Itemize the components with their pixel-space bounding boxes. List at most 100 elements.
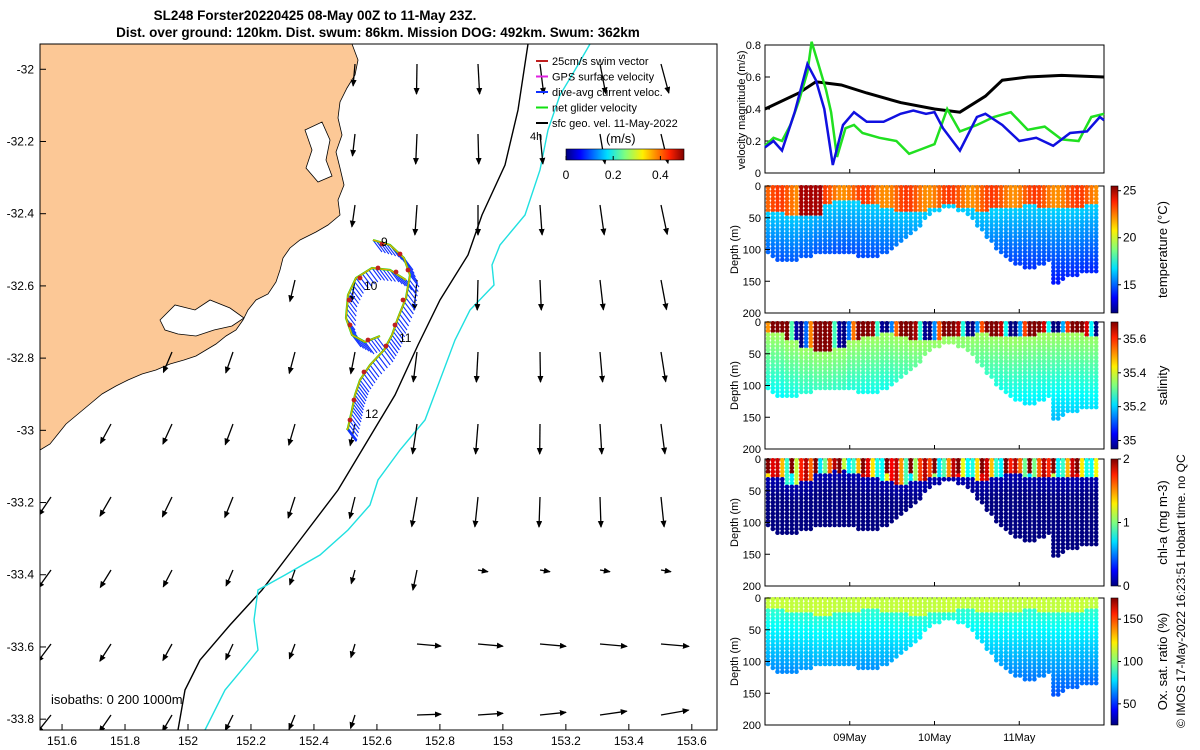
profile-sample-dot bbox=[813, 324, 818, 330]
profile-sample-dot bbox=[1027, 515, 1032, 520]
profile-sample-dot bbox=[1046, 518, 1051, 524]
profile-sample-dot bbox=[827, 473, 833, 478]
profile-sample-dot bbox=[789, 192, 795, 198]
geostrophic-arrow bbox=[350, 133, 357, 157]
profile-sample-dot bbox=[1032, 355, 1037, 360]
profile-sample-dot bbox=[818, 484, 823, 490]
profile-sample-dot bbox=[765, 359, 771, 364]
profile-sample-dot bbox=[813, 185, 818, 190]
profile-sample-dot bbox=[908, 196, 913, 201]
profile-sample-dot bbox=[941, 321, 947, 326]
track-day-label-9: 9 bbox=[381, 235, 388, 249]
profile-sample-dot bbox=[770, 245, 776, 251]
profile-sample-dot bbox=[780, 219, 785, 224]
profile-sample-dot bbox=[970, 461, 975, 467]
profile-sample-dot bbox=[1027, 343, 1032, 349]
profile-sample-dot bbox=[1036, 230, 1042, 236]
profile-sample-dot bbox=[803, 343, 809, 349]
profile-sample-dot bbox=[1013, 503, 1018, 509]
profile-sample-dot bbox=[1036, 321, 1042, 326]
profile-sample-dot bbox=[841, 616, 847, 621]
profile-sample-dot bbox=[770, 496, 776, 501]
profile-sample-dot bbox=[1046, 389, 1051, 395]
profile-sample-dot bbox=[994, 238, 999, 243]
profile-sample-dot bbox=[822, 488, 828, 494]
profile-sample-dot bbox=[837, 370, 842, 376]
profile-sample-dot bbox=[841, 488, 847, 494]
profile-sample-dot bbox=[1027, 242, 1032, 247]
profile-sample-dot bbox=[870, 492, 875, 497]
profile-sample-dot bbox=[1051, 619, 1056, 625]
profile-sample-dot bbox=[1070, 249, 1075, 255]
profile-sample-dot bbox=[851, 359, 856, 364]
profile-sample-dot bbox=[818, 351, 823, 357]
profile-sample-dot bbox=[841, 492, 847, 497]
profile-sample-dot bbox=[979, 192, 985, 198]
profile-sample-dot bbox=[875, 526, 880, 532]
profile-sample-dot bbox=[780, 522, 785, 528]
profile-sample-dot bbox=[1084, 192, 1089, 198]
profile-sample-dot bbox=[884, 515, 890, 520]
profile-sample-dot bbox=[1008, 492, 1013, 497]
profile-sample-dot bbox=[789, 597, 795, 602]
geostrophic-arrow bbox=[99, 643, 112, 662]
profile-sample-dot bbox=[813, 385, 818, 391]
profile-sample-dot bbox=[832, 619, 837, 625]
profile-sample-dot bbox=[813, 616, 818, 621]
profile-sample-dot bbox=[970, 332, 975, 338]
profile-sample-dot bbox=[808, 347, 814, 353]
profile-sample-dot bbox=[846, 362, 852, 368]
profile-sample-dot bbox=[1036, 257, 1042, 263]
profile-sample-dot bbox=[851, 238, 856, 243]
profile-sample-dot bbox=[998, 343, 1004, 349]
profile-sample-dot bbox=[994, 619, 999, 625]
profile-sample-dot bbox=[1003, 654, 1009, 659]
profile-sample-dot bbox=[789, 458, 795, 463]
profile-sample-dot bbox=[1074, 503, 1080, 509]
profile-sample-dot bbox=[1074, 473, 1080, 478]
profile-sample-dot bbox=[975, 192, 980, 198]
profile-sample-dot bbox=[765, 511, 771, 516]
profile-sample-dot bbox=[879, 223, 885, 228]
profile-sample-dot bbox=[1036, 642, 1042, 648]
profile-sample-dot bbox=[822, 661, 828, 667]
profile-sample-dot bbox=[1084, 234, 1089, 240]
profile-sample-dot bbox=[994, 343, 999, 349]
profile-sample-dot bbox=[818, 518, 823, 524]
profile-sample-dot bbox=[941, 204, 947, 209]
dive-avg-current-vector bbox=[357, 385, 368, 399]
profile-sample-dot bbox=[908, 631, 913, 636]
profile-sample-dot bbox=[775, 608, 780, 613]
profile-sample-dot bbox=[770, 192, 776, 198]
profile-sample-dot bbox=[818, 650, 823, 655]
profile-sample-dot bbox=[1060, 321, 1066, 326]
profile-sample-dot bbox=[1003, 619, 1009, 625]
profile-sample-dot bbox=[808, 351, 814, 357]
profile-sample-dot bbox=[860, 200, 866, 205]
profile-sample-dot bbox=[770, 385, 776, 391]
profile-sample-dot bbox=[941, 332, 947, 338]
profile-sample-dot bbox=[1036, 518, 1042, 524]
profile-sample-dot bbox=[998, 646, 1004, 652]
profile-sample-dot bbox=[908, 616, 913, 621]
profile-sample-dot bbox=[937, 600, 942, 606]
profile-sample-dot bbox=[984, 503, 990, 509]
profile-sample-dot bbox=[1036, 673, 1042, 678]
profile-sample-dot bbox=[975, 612, 980, 617]
profile-sample-dot bbox=[1046, 355, 1051, 360]
profile-sample-dot bbox=[998, 661, 1004, 667]
profile-sample-dot bbox=[1032, 257, 1037, 263]
profile-sample-dot bbox=[1093, 401, 1099, 406]
profile-sample-dot bbox=[851, 600, 856, 606]
profile-sample-dot bbox=[770, 623, 776, 629]
profile-sample-dot bbox=[789, 635, 795, 640]
profile-sample-dot bbox=[813, 458, 818, 463]
profile-sample-dot bbox=[894, 204, 899, 209]
dive-avg-current-vector bbox=[382, 268, 393, 282]
profile-sample-dot bbox=[1008, 511, 1013, 516]
profile-sample-dot bbox=[1003, 499, 1009, 505]
profile-sample-dot bbox=[1046, 242, 1051, 247]
profile-sample-dot bbox=[794, 657, 799, 663]
profile-sample-dot bbox=[803, 604, 809, 610]
